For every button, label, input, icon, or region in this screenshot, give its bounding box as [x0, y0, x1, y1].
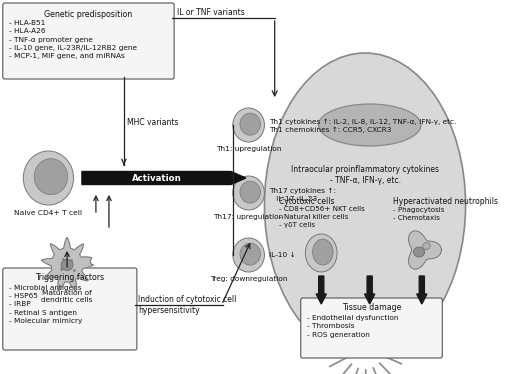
Text: Genetic predisposition: Genetic predisposition [45, 9, 133, 18]
Text: - Phagocytosis
- Chemotaxis: - Phagocytosis - Chemotaxis [393, 207, 444, 221]
FancyBboxPatch shape [3, 268, 137, 350]
Text: Maturation of
dendritic cells: Maturation of dendritic cells [41, 290, 93, 303]
Ellipse shape [306, 234, 337, 272]
Ellipse shape [233, 108, 264, 142]
Ellipse shape [240, 243, 261, 265]
FancyArrow shape [417, 276, 427, 304]
Text: Intraocular proinflammatory cytokines
- TNF-α, IFN-γ, etc.: Intraocular proinflammatory cytokines - … [291, 165, 439, 186]
Ellipse shape [233, 176, 264, 210]
Text: MHC variants: MHC variants [126, 117, 178, 126]
Text: Tissue damage: Tissue damage [342, 303, 401, 313]
Text: IL or TNF variants: IL or TNF variants [177, 7, 245, 16]
Text: IL-10 ↓: IL-10 ↓ [269, 252, 296, 258]
FancyBboxPatch shape [301, 298, 442, 358]
FancyArrow shape [82, 172, 246, 184]
Text: Th17 cytokines ↑:
   IL-17, IL-23: Th17 cytokines ↑: IL-17, IL-23 [269, 188, 336, 202]
Text: Hyperactivated neutrophils: Hyperactivated neutrophils [393, 197, 498, 206]
FancyArrow shape [316, 276, 326, 304]
Text: Induction of cytotoxic cell
hypersensitivity: Induction of cytotoxic cell hypersensiti… [138, 295, 236, 315]
FancyBboxPatch shape [3, 3, 174, 79]
Ellipse shape [61, 260, 73, 270]
Text: - Microbial antigens
- HSP65
- IRBP
- Retinal S antigen
- Molecular mimicry: - Microbial antigens - HSP65 - IRBP - Re… [9, 285, 82, 324]
Text: Th1: upregulation: Th1: upregulation [216, 146, 282, 152]
Text: Th17: upregulation: Th17: upregulation [214, 214, 284, 220]
Text: - Endothelial dysfunction
- Thrombosis
- ROS generation: - Endothelial dysfunction - Thrombosis -… [307, 315, 399, 337]
Text: Activation: Activation [132, 174, 181, 183]
Polygon shape [41, 237, 93, 291]
Text: Th1 cytokines ↑: IL-2, IL-8, IL-12, TNF-α, IFN-γ, etc.
Th1 chemokines ↑: CCR5, C: Th1 cytokines ↑: IL-2, IL-8, IL-12, TNF-… [269, 119, 457, 133]
Ellipse shape [423, 242, 430, 249]
Ellipse shape [34, 159, 68, 194]
Text: Treg: downregulation: Treg: downregulation [210, 276, 287, 282]
Text: - HLA-B51
- HLA-A26
- TNF-α promoter gene
- IL-10 gene, IL-23R/IL-12RB2 gene
- M: - HLA-B51 - HLA-A26 - TNF-α promoter gen… [9, 20, 137, 59]
Text: Naive CD4+ T cell: Naive CD4+ T cell [14, 210, 82, 216]
Text: Cytotoxic cells: Cytotoxic cells [280, 197, 335, 206]
Ellipse shape [318, 104, 421, 146]
Ellipse shape [240, 181, 261, 203]
Ellipse shape [23, 151, 74, 205]
Polygon shape [409, 231, 441, 269]
Ellipse shape [240, 113, 261, 135]
Text: - CD8+CD56+ NKT cells
- Natural killer cells
- γδT cells: - CD8+CD56+ NKT cells - Natural killer c… [280, 206, 365, 228]
Ellipse shape [313, 239, 333, 265]
FancyArrow shape [365, 276, 375, 304]
Ellipse shape [233, 238, 264, 272]
Text: Triggering factors: Triggering factors [35, 273, 104, 282]
Ellipse shape [264, 53, 465, 357]
Ellipse shape [413, 247, 424, 257]
